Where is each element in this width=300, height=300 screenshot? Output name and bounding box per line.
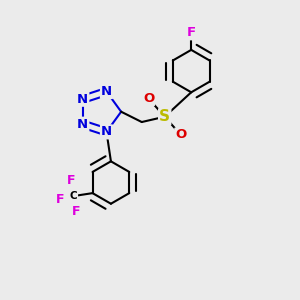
Text: F: F xyxy=(67,174,75,187)
Text: F: F xyxy=(56,193,64,206)
Text: F: F xyxy=(187,26,196,39)
Text: N: N xyxy=(77,118,88,131)
Text: O: O xyxy=(175,128,187,142)
Text: N: N xyxy=(101,125,112,138)
Text: F: F xyxy=(71,205,80,218)
Text: O: O xyxy=(143,92,154,105)
Text: S: S xyxy=(159,109,170,124)
Text: N: N xyxy=(101,85,112,98)
Text: C: C xyxy=(70,191,77,201)
Text: N: N xyxy=(77,93,88,106)
